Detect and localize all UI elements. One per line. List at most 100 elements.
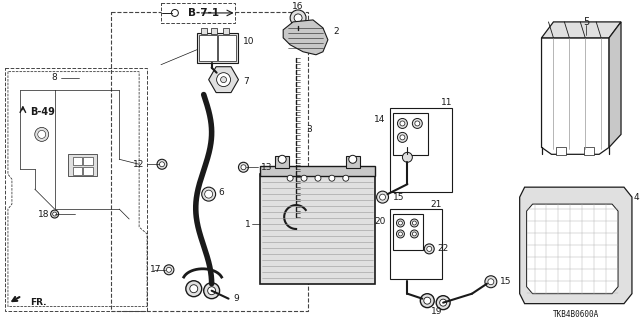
Bar [260,174,374,284]
Text: 13: 13 [261,163,273,172]
Text: FR.: FR. [30,298,46,307]
Circle shape [397,118,408,128]
Text: 6: 6 [219,188,225,197]
Bar [394,214,423,250]
Bar [83,167,93,175]
Polygon shape [541,38,609,154]
Text: 17: 17 [150,265,161,274]
Circle shape [410,219,419,227]
Circle shape [301,175,307,181]
Text: 10: 10 [243,37,255,46]
Circle shape [205,190,212,198]
Circle shape [35,127,49,141]
Bar [390,209,442,279]
Circle shape [399,232,403,236]
Circle shape [207,287,216,295]
Bar [161,3,236,23]
Circle shape [424,244,434,254]
Text: 20: 20 [374,217,385,226]
Bar [196,33,239,63]
Bar [556,147,566,155]
Circle shape [202,187,216,201]
Circle shape [397,132,408,142]
Text: 5: 5 [583,17,589,27]
Bar [72,157,83,165]
Circle shape [412,232,417,236]
Circle shape [400,135,405,140]
Text: 15: 15 [392,193,404,202]
Circle shape [488,279,494,285]
Bar [218,35,237,61]
Circle shape [159,162,164,167]
Circle shape [241,165,246,170]
Text: 7: 7 [243,77,249,86]
Bar [72,167,83,175]
Circle shape [278,155,286,163]
Text: B-49: B-49 [30,107,54,116]
Circle shape [186,281,202,297]
Polygon shape [609,22,621,147]
Circle shape [164,265,174,275]
Circle shape [239,162,248,172]
Polygon shape [209,67,239,92]
Text: TKB4B0600A: TKB4B0600A [553,310,600,319]
Circle shape [38,131,45,138]
Text: 8: 8 [52,73,58,82]
Circle shape [221,77,227,83]
Circle shape [172,10,179,16]
Circle shape [412,118,422,128]
Text: 19: 19 [431,307,443,316]
Circle shape [399,221,403,225]
Circle shape [420,294,434,308]
Bar [211,28,216,34]
Bar [390,108,452,192]
Circle shape [440,299,447,306]
Text: 1: 1 [244,220,250,228]
Circle shape [400,121,405,126]
Text: 12: 12 [132,160,144,169]
Bar [201,28,207,34]
Circle shape [157,159,167,169]
Polygon shape [520,187,632,304]
Circle shape [294,14,302,22]
Circle shape [376,191,388,203]
Circle shape [396,219,404,227]
Circle shape [166,267,172,272]
Bar [584,147,594,155]
Text: 15: 15 [500,277,511,286]
Circle shape [427,246,432,252]
Circle shape [380,194,385,200]
Circle shape [204,283,220,299]
Circle shape [290,10,306,26]
Bar [223,28,228,34]
Circle shape [52,212,56,216]
Text: 3: 3 [306,125,312,134]
Bar [83,157,93,165]
Circle shape [349,155,356,163]
Circle shape [415,121,420,126]
Circle shape [315,175,321,181]
Circle shape [51,210,59,218]
Text: 11: 11 [440,98,452,107]
Circle shape [410,230,419,238]
Circle shape [216,73,230,87]
Bar [394,114,428,155]
Circle shape [485,276,497,288]
Circle shape [396,230,404,238]
Circle shape [412,221,417,225]
Polygon shape [283,20,328,55]
Circle shape [343,175,349,181]
Bar [260,166,374,176]
Text: 9: 9 [234,294,239,303]
Bar [5,68,147,311]
Text: 4: 4 [634,193,639,202]
Text: B-7-1: B-7-1 [188,8,220,18]
Text: 22: 22 [437,244,449,253]
Bar [111,12,308,311]
Circle shape [424,297,431,304]
Circle shape [329,175,335,181]
Polygon shape [527,204,618,294]
Bar [199,35,216,61]
Bar [275,156,289,168]
Bar [68,154,97,176]
